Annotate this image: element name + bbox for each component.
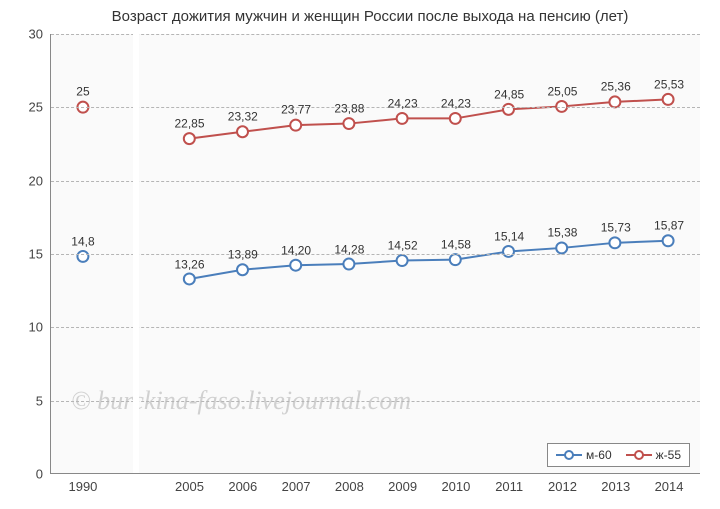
gridline [51,327,700,328]
gridline [51,181,700,182]
y-tick-label: 10 [29,320,51,335]
y-tick-label: 25 [29,100,51,115]
data-marker [343,118,354,129]
data-label: 15,14 [494,230,524,244]
data-label: 14,8 [71,235,94,249]
data-label: 25,36 [601,80,631,94]
chart-container: Возраст дожития мужчин и женщин России п… [0,0,720,509]
y-tick-label: 30 [29,27,51,42]
data-label: 25,05 [547,84,577,98]
data-label: 25 [76,85,89,99]
gridline [51,401,700,402]
data-marker [556,242,567,253]
x-tick-label: 2006 [228,473,257,494]
gridline [51,34,700,35]
gridline [51,107,700,108]
x-tick-label: 2013 [601,473,630,494]
data-label: 15,87 [654,219,684,233]
y-tick-label: 15 [29,247,51,262]
series-line [189,241,668,279]
data-label: 25,53 [654,77,684,91]
data-marker [397,255,408,266]
data-label: 23,88 [334,101,364,115]
x-tick-label: 2007 [282,473,311,494]
data-marker [450,113,461,124]
legend-item: ж-55 [626,448,681,462]
gridline [51,254,700,255]
data-label: 23,32 [228,110,258,124]
data-label: 24,23 [388,96,418,110]
data-label: 13,89 [228,248,258,262]
data-marker [503,104,514,115]
data-marker [609,237,620,248]
data-label: 14,28 [334,242,364,256]
data-marker [290,120,301,131]
data-label: 14,20 [281,243,311,257]
data-label: 22,85 [175,116,205,130]
legend: м-60 ж-55 [547,443,690,467]
data-marker [663,94,674,105]
data-label: 13,26 [175,257,205,271]
data-marker [609,96,620,107]
legend-swatch [556,450,582,460]
x-tick-label: 2014 [655,473,684,494]
data-marker [343,259,354,270]
data-label: 24,23 [441,96,471,110]
legend-swatch [626,450,652,460]
axis-break [133,30,139,473]
data-label: 14,52 [388,239,418,253]
y-tick-label: 20 [29,173,51,188]
x-tick-label: 2010 [441,473,470,494]
chart-title: Возраст дожития мужчин и женщин России п… [50,8,690,25]
data-marker [77,251,88,262]
x-tick-label: 2005 [175,473,204,494]
x-tick-label: 1990 [68,473,97,494]
legend-item: м-60 [556,448,612,462]
legend-label: ж-55 [656,448,681,462]
data-label: 15,38 [547,226,577,240]
data-marker [237,264,248,275]
x-tick-label: 2011 [495,473,523,494]
data-label: 23,77 [281,103,311,117]
data-marker [397,113,408,124]
data-marker [663,235,674,246]
data-marker [184,133,195,144]
plot-area: м-60ж-55 © burckina-faso.livejournal.com… [50,34,700,474]
data-marker [237,126,248,137]
data-label: 24,85 [494,87,524,101]
legend-label: м-60 [586,448,612,462]
data-marker [450,254,461,265]
data-label: 15,73 [601,221,631,235]
x-tick-label: 2012 [548,473,577,494]
x-tick-label: 2009 [388,473,417,494]
series-line [189,99,668,138]
y-tick-label: 5 [36,393,51,408]
data-label: 14,58 [441,238,471,252]
data-marker [184,273,195,284]
data-marker [290,260,301,271]
x-tick-label: 2008 [335,473,364,494]
data-marker [503,246,514,257]
y-tick-label: 0 [36,467,51,482]
